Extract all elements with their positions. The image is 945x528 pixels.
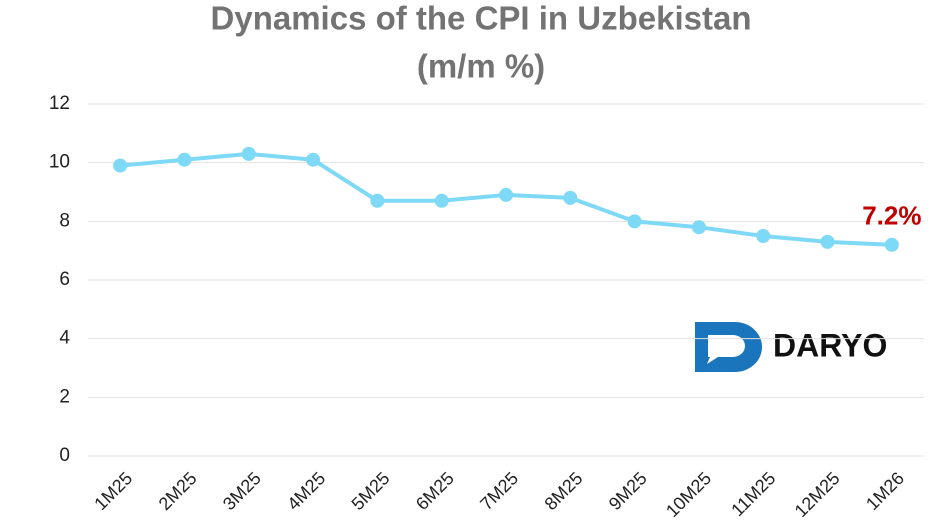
x-tick-label: 10M25	[662, 468, 715, 521]
data-point	[434, 193, 449, 208]
x-tick-label: 11M25	[727, 468, 779, 520]
x-tick-label: 7M25	[476, 468, 522, 514]
data-point	[177, 152, 192, 167]
data-point	[627, 214, 642, 229]
y-tick-label: 2	[59, 386, 70, 407]
x-tick-label: 12M25	[791, 468, 844, 521]
logo-text: DARYO	[773, 327, 887, 363]
grid	[88, 103, 924, 457]
data-point	[370, 193, 385, 208]
y-tick-label: 8	[59, 210, 70, 231]
data-point	[691, 220, 706, 235]
x-tick-label: 8M25	[541, 468, 587, 514]
x-tick-label: 1M26	[862, 468, 908, 514]
chart-subtitle: (m/m %)	[417, 48, 545, 85]
value-label: 7.2%	[862, 201, 921, 231]
x-tick-label: 4M25	[283, 468, 329, 514]
x-tick-label: 9M25	[605, 468, 651, 514]
logo-icon	[695, 322, 762, 372]
y-tick-label: 10	[49, 152, 70, 173]
y-tick-label: 6	[59, 269, 70, 290]
data-point	[113, 158, 128, 173]
x-tick-label: 6M25	[412, 468, 458, 514]
y-tick-label: 0	[59, 445, 70, 466]
x-tick-label: 1M25	[90, 468, 136, 514]
data-point	[563, 190, 578, 205]
chart-title: Dynamics of the CPI in Uzbekistan	[211, 0, 752, 37]
data-point	[884, 237, 899, 252]
data-point	[820, 234, 835, 249]
y-tick-label: 12	[49, 93, 70, 114]
x-tick-label: 5M25	[348, 468, 394, 514]
x-tick-label: 2M25	[155, 468, 201, 514]
x-tick-label: 3M25	[219, 468, 265, 514]
data-point	[756, 229, 771, 243]
y-tick-label: 4	[59, 328, 70, 349]
data-point	[241, 146, 256, 161]
data-point	[306, 152, 321, 167]
data-point	[499, 187, 513, 202]
